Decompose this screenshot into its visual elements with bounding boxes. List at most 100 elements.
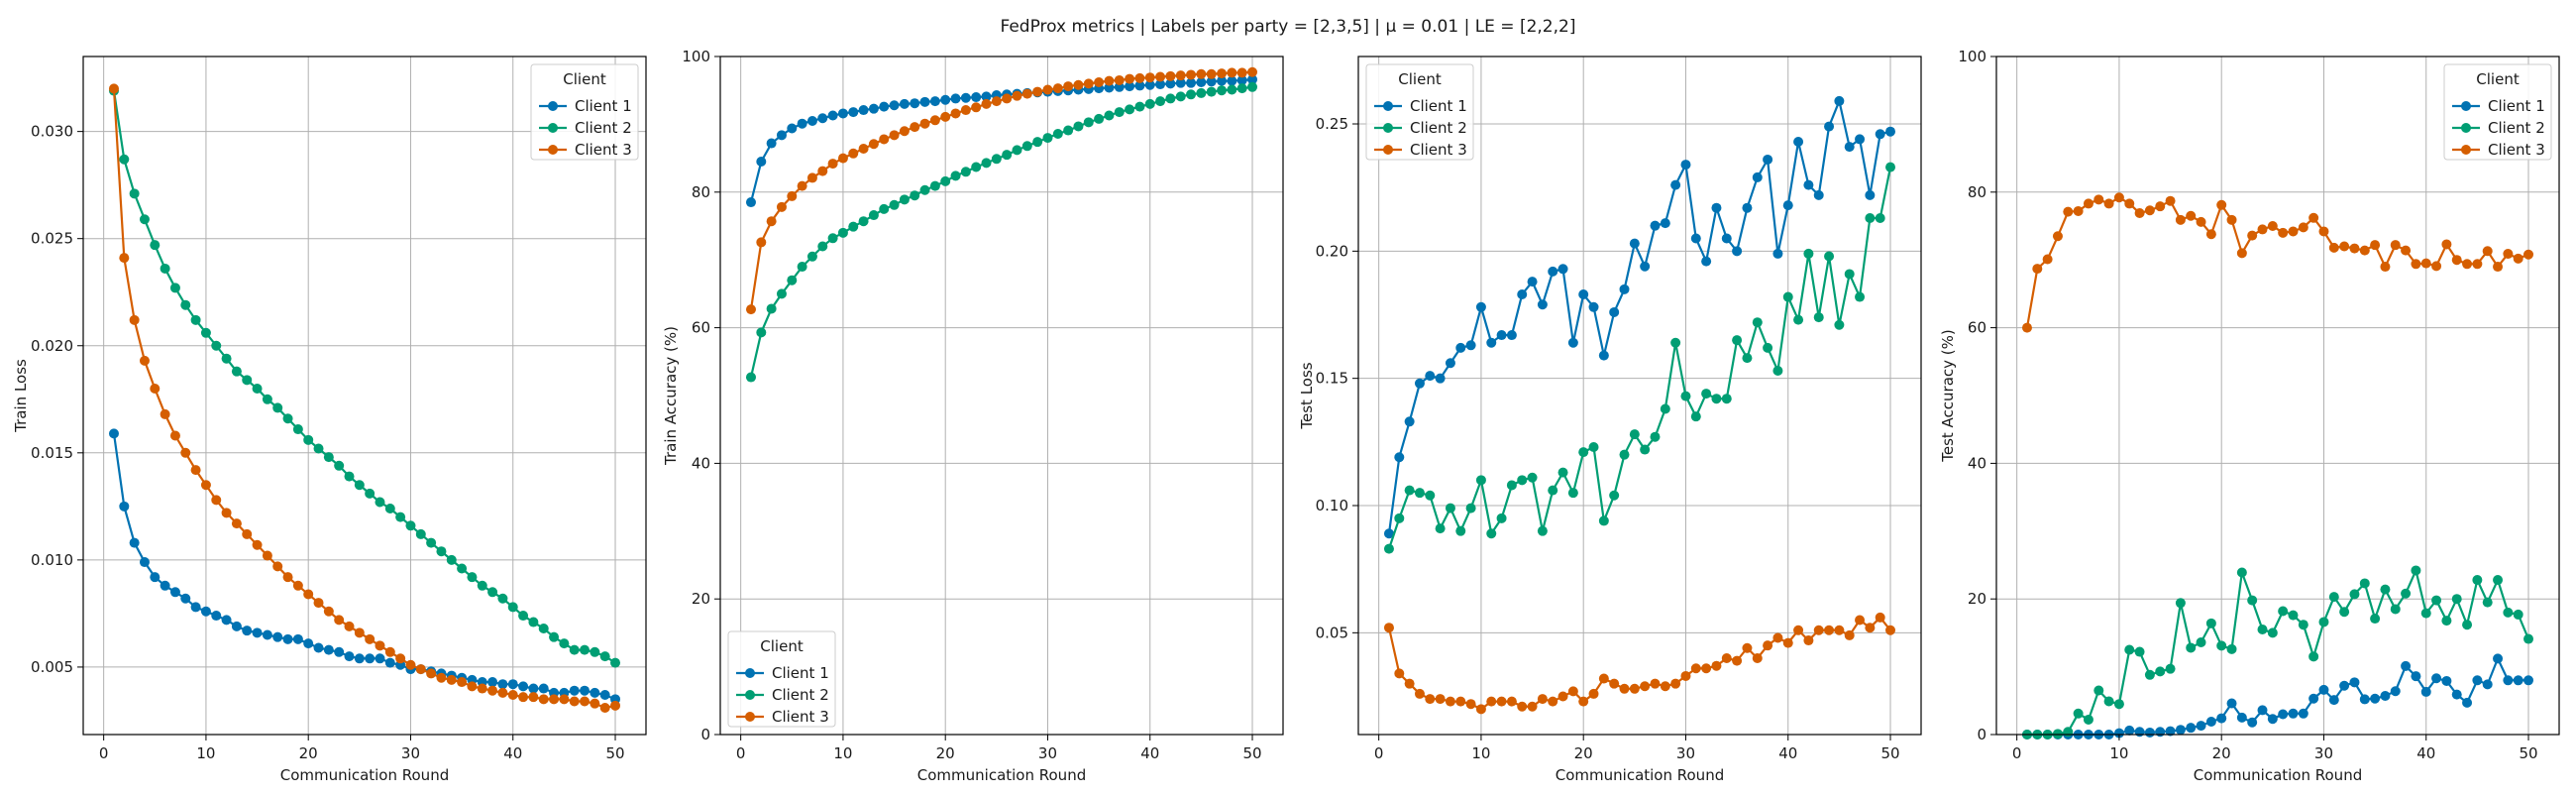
chart-2-point-client-2 <box>1175 91 1186 102</box>
chart-2-point-client-2 <box>1155 96 1166 107</box>
chart-2-point-client-2 <box>797 262 807 273</box>
chart-1-axes-frame <box>82 56 647 736</box>
chart-3-point-client-1 <box>1680 160 1691 171</box>
chart-1-point-client-3 <box>467 681 478 692</box>
chart-2-point-client-2 <box>1104 110 1115 121</box>
chart-3-y-tick-label: 0.10 <box>1316 497 1348 514</box>
chart-2-point-client-2 <box>1165 93 1176 104</box>
chart-2-point-client-2 <box>827 233 838 244</box>
chart-3-point-client-3 <box>1567 686 1578 697</box>
chart-1-point-client-1 <box>180 593 191 604</box>
chart-4-point-client-3 <box>2451 255 2462 266</box>
chart-4-point-client-2 <box>2370 614 2381 625</box>
chart-3-x-axis-label: Communication Round <box>1556 766 1724 784</box>
chart-1-point-client-2 <box>365 488 376 499</box>
chart-2-point-client-2 <box>1247 81 1258 92</box>
chart-4-point-client-2 <box>2390 604 2401 615</box>
chart-3-point-client-3 <box>1598 673 1609 684</box>
chart-1-point-client-1 <box>303 638 314 649</box>
chart-2-point-client-3 <box>1125 73 1135 84</box>
chart-2-legend-box <box>727 630 836 728</box>
chart-4-point-client-1 <box>2503 675 2514 686</box>
chart-1-point-client-2 <box>538 624 549 634</box>
chart-4-point-client-3 <box>2103 198 2114 209</box>
chart-3-x-tick-label: 40 <box>1778 744 1797 762</box>
chart-1-point-client-3 <box>507 690 518 701</box>
chart-panel-1: 0 10 20 30 40 50 0.005 0.010 0.015 0.020 0.025 0.03… <box>12 56 647 784</box>
chart-3-point-client-1 <box>1506 330 1517 341</box>
chart-3-point-client-2 <box>1475 475 1486 486</box>
chart-2-point-client-1 <box>1217 75 1228 86</box>
chart-2-y-tick-label: 80 <box>692 183 710 201</box>
chart-2-point-client-3 <box>858 144 869 155</box>
chart-1-point-client-2 <box>313 443 324 454</box>
chart-3-point-client-2 <box>1701 389 1712 399</box>
chart-2-point-client-2 <box>1144 98 1155 109</box>
chart-4-point-client-2 <box>2288 610 2299 621</box>
chart-4-point-client-1 <box>2401 660 2412 671</box>
chart-2-point-client-3 <box>827 159 838 170</box>
chart-2-axes-frame <box>719 56 1284 736</box>
chart-4-point-client-1 <box>2308 693 2319 704</box>
chart-2-point-client-2 <box>929 180 940 191</box>
chart-4-x-tick-label: 30 <box>2314 744 2333 762</box>
chart-3-y-tick-label: 0.25 <box>1316 115 1348 133</box>
chart-4-point-client-3 <box>2063 206 2074 217</box>
chart-3-point-client-2 <box>1711 394 1722 404</box>
chart-3-point-client-1 <box>1629 238 1640 249</box>
chart-3-point-client-1 <box>1578 288 1589 299</box>
chart-1-point-client-3 <box>415 664 426 675</box>
chart-2-point-client-2 <box>1227 84 1237 95</box>
chart-1-point-client-3 <box>108 83 119 94</box>
chart-2-point-client-3 <box>1186 69 1197 80</box>
chart-4-point-client-1 <box>2441 675 2452 686</box>
chart-3-point-client-1 <box>1865 189 1876 200</box>
chart-3-point-client-2 <box>1588 441 1599 452</box>
chart-4-y-tick-label: 80 <box>1968 183 1986 201</box>
chart-1-point-client-2 <box>467 572 478 583</box>
chart-3-point-client-3 <box>1445 696 1455 707</box>
chart-1-point-client-1 <box>160 580 170 591</box>
chart-2-point-client-1 <box>950 93 961 104</box>
chart-3-point-client-3 <box>1640 681 1651 692</box>
chart-3-point-client-3 <box>1803 635 1814 646</box>
chart-4-point-client-1 <box>2472 675 2483 686</box>
chart-4-point-client-2 <box>2124 644 2135 655</box>
chart-2-point-client-3 <box>797 180 807 191</box>
chart-3-point-client-1 <box>1425 371 1436 382</box>
chart-3-point-client-2 <box>1680 391 1691 401</box>
chart-3-point-client-1 <box>1772 248 1783 259</box>
chart-2-point-client-3 <box>776 201 787 212</box>
chart-4-point-client-3 <box>2052 231 2063 242</box>
chart-1-point-client-2 <box>599 651 610 662</box>
chart-2-point-client-2 <box>919 184 930 195</box>
chart-2-point-client-1 <box>806 115 817 126</box>
chart-2-point-client-3 <box>1032 86 1043 97</box>
chart-2-point-client-2 <box>1042 133 1053 144</box>
chart-2-point-client-2 <box>806 251 817 262</box>
chart-2-point-client-3 <box>1196 68 1207 79</box>
chart-1-point-client-2 <box>405 520 416 531</box>
chart-2-point-client-3 <box>879 134 890 145</box>
chart-3-point-client-1 <box>1548 266 1558 277</box>
chart-2-point-client-3 <box>1012 90 1022 101</box>
chart-1-point-client-1 <box>528 683 539 694</box>
chart-2-point-client-2 <box>776 288 787 299</box>
chart-2-point-client-1 <box>1165 78 1176 89</box>
chart-2-point-client-3 <box>929 115 940 126</box>
chart-3-point-client-1 <box>1742 202 1753 213</box>
chart-1-point-client-1 <box>599 690 610 701</box>
chart-4-point-client-1 <box>2370 693 2381 704</box>
chart-4-point-client-3 <box>2482 246 2493 257</box>
chart-1-point-client-2 <box>211 340 222 351</box>
chart-3-point-client-2 <box>1619 449 1630 460</box>
chart-1-point-client-2 <box>139 214 150 225</box>
chart-4-point-client-3 <box>2155 201 2166 212</box>
chart-2-point-client-2 <box>1012 145 1022 156</box>
chart-4-point-client-3 <box>2298 222 2308 233</box>
chart-3-point-client-1 <box>1609 306 1620 317</box>
chart-2-legend-swatch-marker <box>745 690 755 700</box>
chart-2-x-tick-label: 50 <box>1242 744 1261 762</box>
chart-1-point-client-3 <box>211 495 222 506</box>
chart-3-x-tick-label: 10 <box>1471 744 1490 762</box>
